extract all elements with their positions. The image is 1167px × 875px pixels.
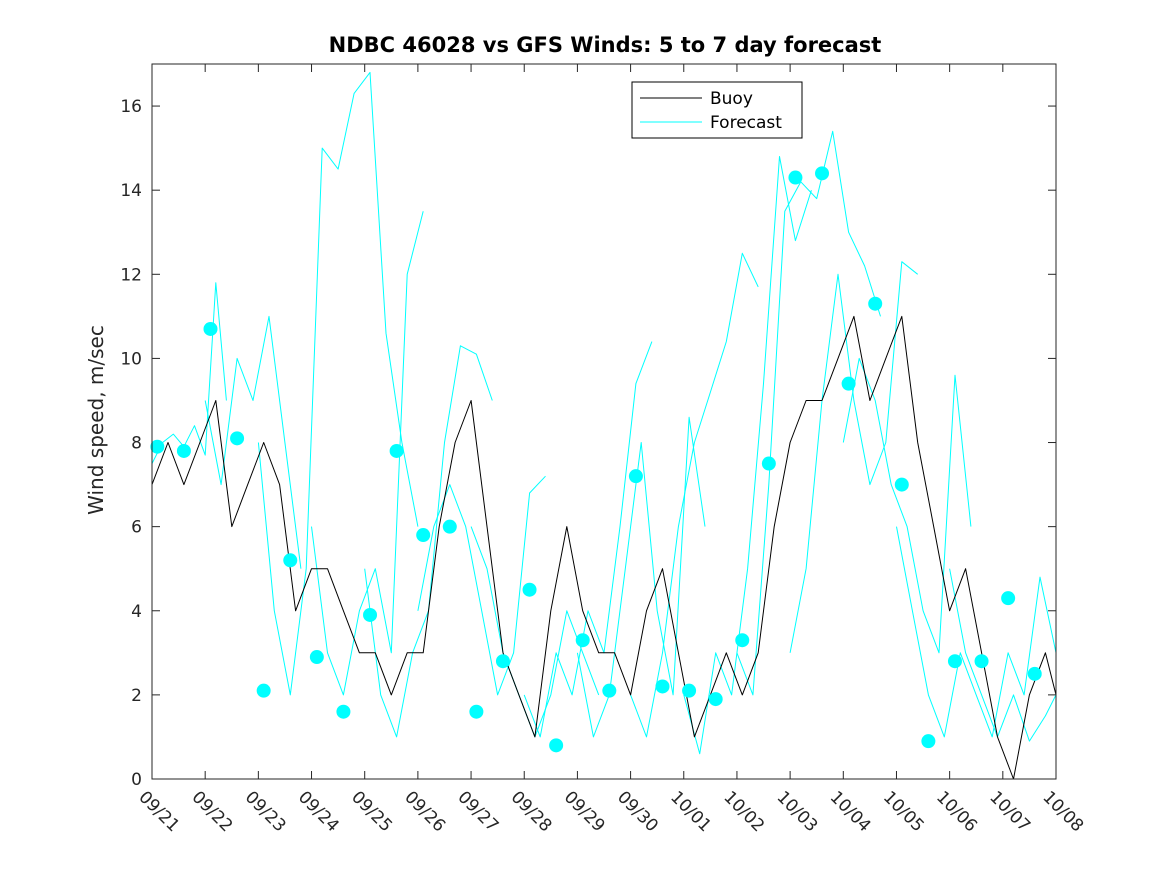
forecast-line xyxy=(789,261,919,653)
forecast-marker xyxy=(947,654,962,669)
y-tick-label: 2 xyxy=(131,686,142,706)
forecast-line xyxy=(736,130,881,696)
forecast-line xyxy=(204,315,302,569)
forecast-marker xyxy=(389,443,404,458)
forecast-marker xyxy=(416,528,431,543)
legend-box xyxy=(631,81,803,139)
forecast-marker xyxy=(256,683,271,698)
forecast-marker xyxy=(1001,591,1016,606)
forecast-marker xyxy=(522,582,537,597)
forecast-marker xyxy=(150,439,165,454)
forecast-line xyxy=(949,568,1057,742)
buoy-line xyxy=(151,315,1057,780)
buoy-series xyxy=(151,315,1057,780)
forecast-line xyxy=(576,416,706,738)
forecast-marker xyxy=(575,633,590,648)
forecast-marker xyxy=(230,431,245,446)
forecast-markers xyxy=(150,166,1042,753)
y-tick-label: 0 xyxy=(131,770,142,790)
forecast-marker xyxy=(549,738,564,753)
forecast-marker xyxy=(336,704,351,719)
y-tick-label: 8 xyxy=(131,434,142,454)
forecast-line xyxy=(417,475,546,696)
forecast-marker xyxy=(841,376,856,391)
legend-forecast-label: Forecast xyxy=(710,113,782,133)
forecast-marker xyxy=(469,704,484,719)
y-tick-label: 4 xyxy=(131,602,142,622)
forecast-line xyxy=(683,156,812,755)
forecast-marker xyxy=(203,321,218,336)
forecast-line xyxy=(257,71,419,696)
forecast-marker xyxy=(309,650,324,665)
y-tick-label: 6 xyxy=(131,518,142,538)
y-axis-label: Wind speed, m/sec xyxy=(84,325,108,515)
y-tick-labels: 0 2 4 6 8 10 12 14 16 xyxy=(120,97,142,790)
forecast-line xyxy=(630,252,759,738)
legend-buoy-label: Buoy xyxy=(710,89,753,109)
forecast-marker xyxy=(682,683,697,698)
forecast-marker xyxy=(363,607,378,622)
forecast-marker xyxy=(921,734,936,749)
forecast-marker xyxy=(628,469,643,484)
forecast-marker xyxy=(708,692,723,707)
forecast-line xyxy=(896,526,1057,738)
forecast-marker xyxy=(894,477,909,492)
axis-ticks xyxy=(151,64,1057,780)
forecast-series xyxy=(151,71,1057,755)
forecast-marker xyxy=(788,170,803,185)
y-tick-label: 10 xyxy=(120,349,142,369)
legend: Buoy Forecast xyxy=(631,81,803,139)
forecast-marker xyxy=(761,456,776,471)
forecast-marker xyxy=(735,633,750,648)
forecast-marker xyxy=(495,654,510,669)
y-tick-label: 12 xyxy=(120,265,142,285)
forecast-marker xyxy=(974,654,989,669)
forecast-marker xyxy=(1027,666,1042,681)
forecast-marker xyxy=(868,296,883,311)
y-tick-label: 16 xyxy=(120,97,142,117)
forecast-marker xyxy=(602,683,617,698)
forecast-line xyxy=(523,341,653,738)
forecast-line xyxy=(151,282,227,464)
forecast-marker xyxy=(442,519,457,534)
plot-area-frame xyxy=(151,63,1057,780)
forecast-marker xyxy=(283,553,298,568)
forecast-marker xyxy=(815,166,830,181)
y-tick-label: 14 xyxy=(120,181,142,201)
forecast-marker xyxy=(176,443,191,458)
forecast-marker xyxy=(655,679,670,694)
chart-title: NDBC 46028 vs GFS Winds: 5 to 7 day fore… xyxy=(329,33,882,57)
